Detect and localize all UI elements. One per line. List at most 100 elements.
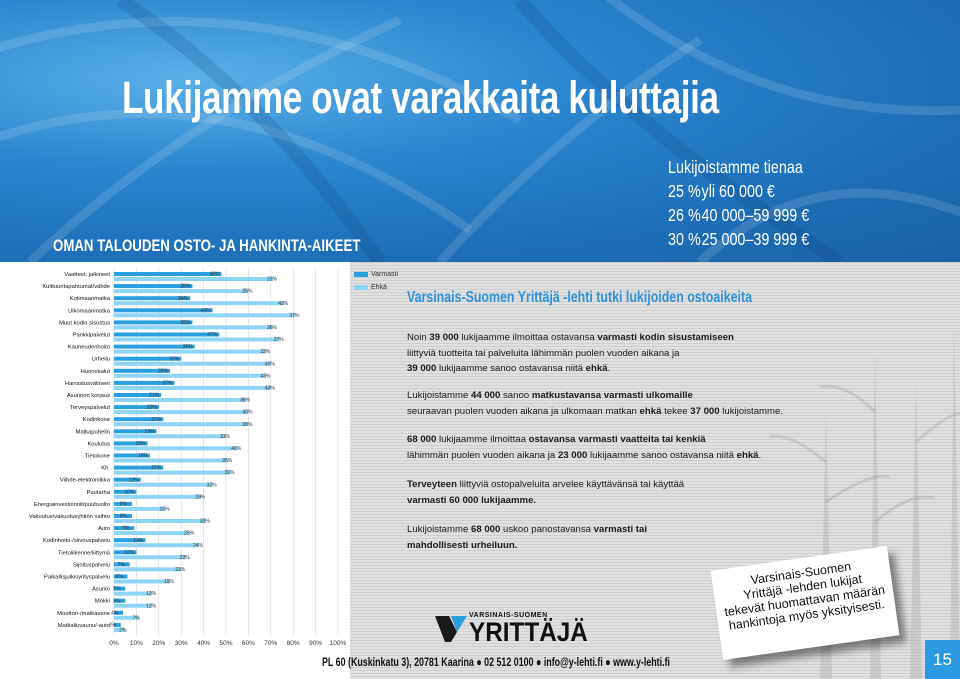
bar-varmasti — [114, 284, 193, 289]
bar-varmasti — [114, 453, 150, 458]
data-label-varmasti: 27% — [162, 381, 173, 387]
paragraph-line: mahdollisesti urheiluun. — [407, 538, 647, 554]
emphasis-text: 39 000 — [429, 332, 459, 343]
emphasis-text: 37 000 — [690, 405, 720, 417]
bar-varmasti — [114, 538, 146, 543]
bar-varmasti — [114, 272, 222, 276]
bar-varmasti — [114, 441, 148, 446]
data-label-ehka: 35% — [222, 458, 233, 464]
data-label-varmasti: 22% — [151, 417, 162, 423]
data-label-varmasti: 9% — [122, 526, 130, 532]
body-text: lukijoistamme. — [719, 405, 784, 417]
data-label-ehka: 32% — [260, 349, 271, 355]
category-label: Huonekalut — [81, 369, 111, 375]
data-label-ehka: 12% — [146, 603, 157, 609]
data-label-varmasti: 36% — [183, 344, 194, 350]
data-label-varmasti: 30% — [169, 356, 180, 362]
category-label: Auto — [98, 526, 110, 532]
data-label-ehka: 32% — [207, 482, 218, 488]
bar-ehka — [114, 506, 166, 511]
bar-varmasti — [114, 586, 126, 591]
section-title: OMAN TALOUDEN OSTO- JA HANKINTA-AIKEET — [53, 236, 361, 255]
bar-ehka — [114, 349, 267, 354]
data-label-varmasti: 20% — [147, 405, 158, 411]
emphasis-text: ostavansa varmasti vaatteita tai kenkiä — [528, 434, 706, 445]
data-label-ehka: 40% — [265, 361, 276, 367]
data-label-varmasti: 14% — [133, 538, 144, 544]
body-text: liittyviä tuotteita tai palveluita lähim… — [407, 347, 680, 359]
body-text: lukijaamme ilmoittaa — [436, 434, 529, 445]
bar-ehka — [114, 289, 249, 294]
category-label: Kotimaanmatka — [70, 296, 111, 302]
category-label: Koulutus — [87, 441, 110, 447]
data-label-ehka: 23% — [267, 277, 278, 283]
paragraph-line: Lukijoistamme 68 000 uskoo panostavansa … — [407, 522, 647, 538]
data-label-varmasti: 3% — [109, 623, 117, 629]
body-text: lukijaamme sanoo ostavansa niitä — [587, 449, 737, 461]
x-tick-label: 70% — [264, 640, 277, 647]
chart-panel: 0% 10% 20% 30% 40% 50% 60% 70% 80% 90% 100% Vaattee… — [0, 262, 350, 679]
emphasis-text: 68 000 — [470, 524, 501, 535]
category-label: Kodinkone — [83, 417, 110, 423]
body-text: Lukijoistamme — [407, 524, 471, 535]
data-label-varmasti: 44% — [201, 308, 212, 314]
body-text: liittyviä ostopalveluita arvelee käyttäv… — [456, 479, 685, 490]
income-row: 25 % yli 60 000 € — [668, 179, 809, 203]
contact-footer: PL 60 (Kuskinkatu 3), 20781 Kaarina ● 02… — [322, 655, 671, 669]
category-label: Asunnon korjaus — [67, 393, 110, 399]
bar-ehka — [114, 555, 186, 560]
data-label-ehka: 24% — [193, 543, 204, 549]
income-row: 30 % 25 000–39 999 € — [668, 227, 809, 251]
paragraph-line: Noin 39 000 lukijaamme ilmoittaa ostavan… — [407, 330, 734, 346]
finding-paragraph: Noin 39 000 lukijaamme ilmoittaa ostavan… — [407, 330, 734, 377]
data-label-varmasti: 5% — [113, 598, 121, 604]
data-label-varmasti: 47% — [207, 332, 218, 338]
category-label: Terveyspalvelut — [70, 405, 110, 411]
income-stats: Lukijoistamme tienaa 25 % yli 60 000 € 2… — [668, 155, 809, 251]
emphasis-text: varmasti 60 000 lukijaamme. — [407, 494, 537, 506]
bar-ehka — [114, 458, 229, 463]
bar-ehka — [114, 385, 271, 390]
body-text: sanoo — [500, 390, 532, 401]
category-label: Kodinhoito-/siivouspalvelu — [43, 538, 110, 544]
x-tick-label: 30% — [175, 640, 188, 647]
category-label: Tietokone — [85, 454, 110, 460]
bar-ehka — [114, 446, 238, 451]
category-label: Pankkipalvelut — [73, 333, 111, 339]
income-pct: 26 % — [668, 205, 701, 225]
paragraph-line: varmasti 60 000 lukijaamme. — [407, 493, 684, 509]
data-label-varmasti: 48% — [210, 272, 221, 278]
bar-varmasti — [114, 465, 164, 470]
yrittaja-logo: VARSINAIS-SUOMEN YRITTÄJÄ — [435, 612, 588, 647]
bar-varmasti — [114, 526, 135, 531]
data-label-varmasti: 8% — [120, 502, 128, 508]
emphasis-text: 44 000 — [470, 390, 501, 401]
bar-varmasti — [114, 598, 126, 603]
bar-varmasti — [114, 320, 193, 325]
x-tick-label: 20% — [152, 640, 165, 647]
data-label-ehka: 29% — [195, 494, 206, 500]
logo-name: YRITTÄJÄ — [469, 617, 588, 647]
emphasis-text: 39 000 — [407, 363, 437, 374]
bar-varmasti — [114, 308, 213, 313]
page-title: Lukijamme ovat varakkaita kuluttajia — [122, 72, 719, 123]
emphasis-text: ehkä — [736, 449, 759, 461]
bar-ehka — [114, 398, 247, 402]
data-label-ehka: 22% — [180, 555, 191, 561]
income-range: 25 000–39 999 € — [701, 229, 810, 249]
income-heading: Lukijoistamme tienaa — [668, 157, 803, 177]
emphasis-text: 23 000 — [557, 449, 588, 461]
income-range: yli 60 000 € — [701, 181, 775, 201]
finding-paragraph: Terveyteen liittyviä ostopalveluita arve… — [407, 477, 684, 508]
emphasis-text: varmasti tai — [593, 524, 647, 535]
data-label-ehka: 33% — [200, 519, 211, 525]
bar-ehka — [114, 519, 206, 523]
body-text: lukijaamme ilmoittaa ostavansa — [458, 332, 598, 343]
category-label: Mökki — [95, 599, 110, 605]
category-label: Vaatteet, jalkineet — [64, 272, 110, 278]
bar-varmasti — [114, 296, 191, 301]
data-label-varmasti: 19% — [145, 429, 156, 435]
data-label-ehka: 38% — [240, 398, 251, 404]
bar-ehka — [114, 325, 274, 330]
income-row: 26 % 40 000–59 999 € — [668, 203, 809, 227]
